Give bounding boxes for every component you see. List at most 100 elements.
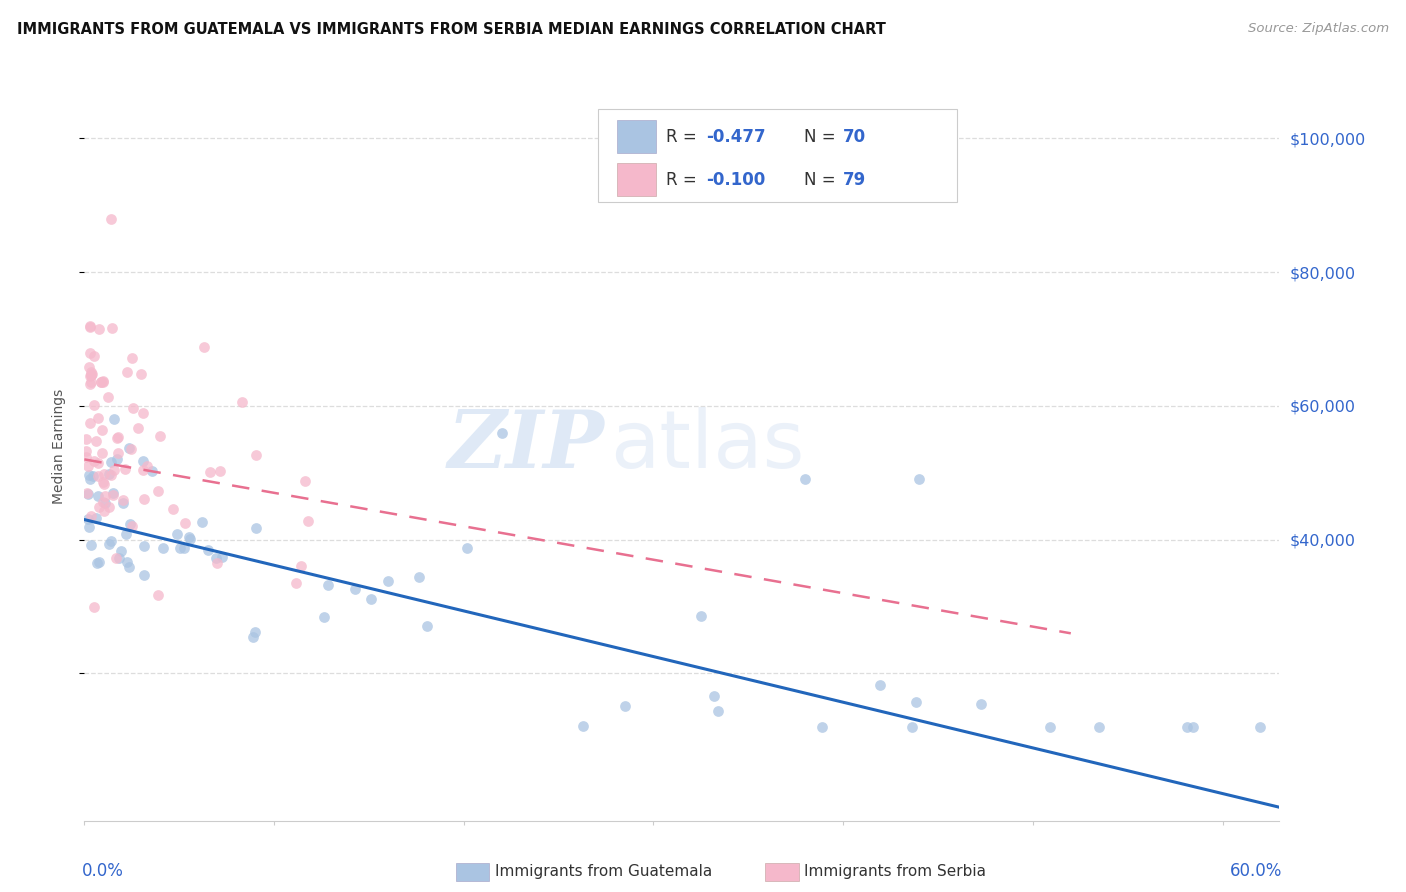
Point bbox=[969, 697, 991, 711]
Point bbox=[129, 367, 152, 381]
Point bbox=[114, 462, 136, 476]
Point bbox=[86, 557, 108, 571]
Point bbox=[77, 487, 100, 501]
Point bbox=[415, 619, 437, 633]
Point bbox=[377, 574, 399, 589]
Point bbox=[91, 495, 114, 509]
Point bbox=[107, 430, 129, 444]
Point bbox=[122, 401, 145, 415]
Point bbox=[191, 515, 214, 529]
Point bbox=[132, 463, 155, 477]
Point bbox=[208, 464, 231, 478]
Point bbox=[87, 322, 110, 336]
Point bbox=[93, 504, 115, 518]
Point bbox=[77, 360, 100, 375]
Point bbox=[87, 489, 110, 503]
Point bbox=[79, 346, 101, 360]
Point bbox=[1181, 720, 1204, 734]
Point bbox=[79, 319, 101, 334]
Point bbox=[101, 488, 124, 502]
Point bbox=[90, 375, 112, 389]
Point bbox=[87, 555, 110, 569]
Point bbox=[79, 416, 101, 430]
Point bbox=[104, 551, 127, 566]
Point bbox=[77, 512, 100, 526]
Point bbox=[297, 514, 319, 528]
Point bbox=[98, 467, 121, 481]
Point bbox=[162, 501, 184, 516]
Point bbox=[75, 432, 97, 446]
Point bbox=[79, 365, 101, 379]
Point bbox=[100, 468, 122, 483]
Point bbox=[118, 442, 141, 456]
Point bbox=[152, 541, 174, 555]
Point bbox=[908, 473, 931, 487]
Point bbox=[97, 536, 120, 550]
Point bbox=[103, 412, 125, 426]
FancyBboxPatch shape bbox=[599, 109, 957, 202]
Text: 70: 70 bbox=[844, 128, 866, 145]
Point bbox=[901, 720, 924, 734]
Text: 60.0%: 60.0% bbox=[1229, 862, 1282, 880]
Text: -0.100: -0.100 bbox=[706, 170, 765, 189]
Point bbox=[87, 469, 110, 483]
Point bbox=[100, 534, 122, 549]
Text: Source: ZipAtlas.com: Source: ZipAtlas.com bbox=[1249, 22, 1389, 36]
Point bbox=[91, 475, 114, 489]
Point bbox=[89, 500, 111, 514]
Point bbox=[115, 527, 138, 541]
Point bbox=[146, 483, 169, 498]
Point bbox=[91, 375, 114, 389]
Point bbox=[794, 473, 817, 487]
Point bbox=[79, 375, 101, 389]
Point bbox=[173, 541, 195, 555]
Point bbox=[80, 368, 103, 382]
Point bbox=[118, 516, 141, 531]
Point bbox=[1177, 720, 1199, 734]
Text: Immigrants from Guatemala: Immigrants from Guatemala bbox=[495, 864, 713, 879]
Point bbox=[80, 538, 103, 552]
Text: ZIP: ZIP bbox=[447, 408, 605, 484]
Text: IMMIGRANTS FROM GUATEMALA VS IMMIGRANTS FROM SERBIA MEDIAN EARNINGS CORRELATION : IMMIGRANTS FROM GUATEMALA VS IMMIGRANTS … bbox=[17, 22, 886, 37]
Point bbox=[204, 550, 226, 565]
Point bbox=[134, 539, 156, 553]
Point bbox=[344, 582, 367, 597]
Point bbox=[121, 519, 143, 533]
Point bbox=[811, 720, 834, 734]
Point bbox=[318, 578, 340, 592]
Point bbox=[128, 421, 150, 435]
Point bbox=[97, 390, 120, 404]
Point bbox=[245, 521, 267, 535]
Point bbox=[84, 510, 107, 524]
Point bbox=[245, 624, 267, 639]
FancyBboxPatch shape bbox=[617, 163, 655, 196]
Point bbox=[166, 527, 188, 541]
Point bbox=[132, 492, 155, 507]
Point bbox=[103, 463, 125, 477]
Point bbox=[211, 550, 233, 565]
Point bbox=[245, 448, 267, 462]
Point bbox=[100, 455, 122, 469]
Point bbox=[75, 450, 97, 465]
Point bbox=[1087, 720, 1109, 734]
Point bbox=[80, 508, 103, 523]
Point bbox=[98, 500, 121, 514]
Point bbox=[83, 599, 105, 614]
Point bbox=[79, 467, 101, 482]
Point bbox=[79, 376, 101, 391]
Text: R =: R = bbox=[666, 128, 703, 145]
Point bbox=[869, 677, 891, 691]
Point bbox=[90, 423, 112, 437]
Point bbox=[197, 543, 219, 558]
Point bbox=[100, 211, 122, 226]
Point bbox=[110, 544, 132, 558]
Point bbox=[314, 609, 336, 624]
Point bbox=[177, 530, 200, 544]
Point bbox=[242, 630, 264, 644]
Point bbox=[360, 592, 382, 607]
Point bbox=[132, 406, 155, 420]
Point bbox=[120, 442, 142, 457]
Point bbox=[107, 451, 129, 466]
Point bbox=[83, 454, 105, 468]
Point bbox=[174, 516, 197, 530]
